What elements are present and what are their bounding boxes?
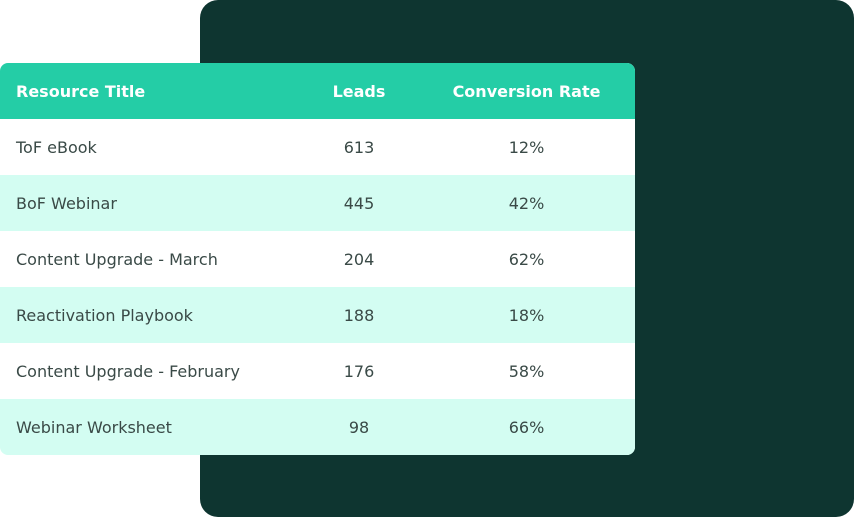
cell-resource-title: Content Upgrade - March xyxy=(16,249,218,269)
table-row: ToF eBook 613 12% xyxy=(0,119,635,175)
table-row: Reactivation Playbook 188 18% xyxy=(0,287,635,343)
table-row: Webinar Worksheet 98 66% xyxy=(0,399,635,455)
cell-resource-title: Webinar Worksheet xyxy=(16,417,172,437)
resources-table: Resource Title Leads Conversion Rate ToF… xyxy=(0,63,635,455)
header-leads: Leads xyxy=(332,81,386,101)
cell-leads: 445 xyxy=(343,193,375,213)
cell-resource-title: BoF Webinar xyxy=(16,193,117,213)
cell-resource-title: Content Upgrade - February xyxy=(16,361,240,381)
table-row: Content Upgrade - March 204 62% xyxy=(0,231,635,287)
cell-conversion-rate: 58% xyxy=(508,361,545,381)
table-header-row: Resource Title Leads Conversion Rate xyxy=(0,63,635,119)
cell-leads: 204 xyxy=(343,249,375,269)
cell-leads: 188 xyxy=(343,305,375,325)
cell-conversion-rate: 42% xyxy=(508,193,545,213)
cell-conversion-rate: 18% xyxy=(508,305,545,325)
cell-conversion-rate: 66% xyxy=(508,417,545,437)
cell-leads: 176 xyxy=(343,361,375,381)
cell-conversion-rate: 12% xyxy=(508,137,545,157)
cell-resource-title: Reactivation Playbook xyxy=(16,305,193,325)
cell-conversion-rate: 62% xyxy=(508,249,545,269)
header-conversion-rate: Conversion Rate xyxy=(452,81,601,101)
cell-leads: 613 xyxy=(343,137,375,157)
cell-resource-title: ToF eBook xyxy=(16,137,97,157)
header-resource-title: Resource Title xyxy=(16,81,146,101)
table-row: BoF Webinar 445 42% xyxy=(0,175,635,231)
table-row: Content Upgrade - February 176 58% xyxy=(0,343,635,399)
cell-leads: 98 xyxy=(348,417,370,437)
